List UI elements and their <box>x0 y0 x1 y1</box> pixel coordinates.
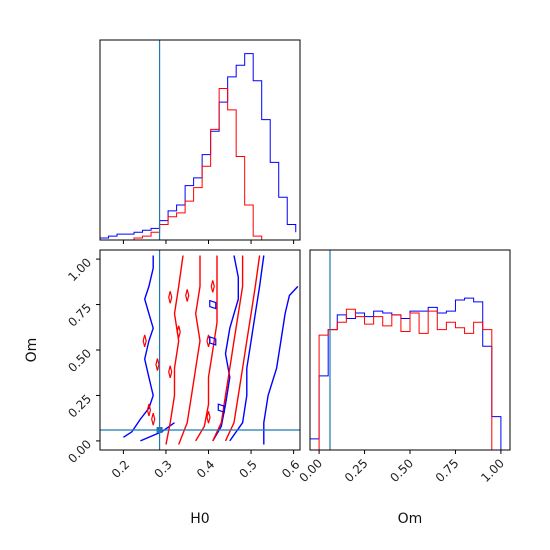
om-histogram-panel: 0.00 0.25 0.50 0.75 1.00 <box>296 249 511 485</box>
h0-om-contour-panel: 0.2 0.3 0.4 0.5 0.60.000.250.500.751.00 <box>65 249 302 481</box>
om-x-tick-label: 0.50 <box>387 456 416 485</box>
om-y-tick-label: 0.50 <box>65 346 94 375</box>
contour-blue-0 <box>123 255 154 438</box>
om-x-tick-label: 1.00 <box>478 456 507 485</box>
h0-tick-label: 0.2 <box>109 457 132 480</box>
h0-hist-red-series <box>100 88 263 240</box>
om-y-tick-label: 1.00 <box>65 255 94 284</box>
h0-tick-label: 0.5 <box>237 457 260 480</box>
contour-blue-3 <box>229 255 265 442</box>
contour-blue-island-1 <box>209 336 217 346</box>
contour-red-island-8 <box>206 411 211 424</box>
h0-hist-blue-series <box>100 53 297 240</box>
om-y-tick-label: 0.25 <box>65 392 94 421</box>
contour-blue-island-2 <box>217 403 225 414</box>
contour-red-island-10 <box>146 403 152 417</box>
om-x-tick-label: 0.25 <box>342 456 371 485</box>
contour-red-island-4 <box>185 289 190 302</box>
truth-marker <box>156 427 163 433</box>
contour-red-0 <box>165 255 184 445</box>
contour-red-island-5 <box>176 325 181 338</box>
contour-red-4 <box>224 255 261 442</box>
contour-blue-2 <box>212 255 239 442</box>
om-y-axis-label: Om <box>24 338 40 363</box>
contour-red-1 <box>178 255 201 445</box>
contour-red-island-9 <box>151 412 156 426</box>
contour-red-island-0 <box>142 334 147 348</box>
contour-blue-4 <box>263 285 299 445</box>
contour-blue-island-0 <box>209 299 217 310</box>
h0-hist-frame <box>99 39 301 241</box>
om-y-tick-label: 0.00 <box>65 437 94 466</box>
om-x-tick-label: 0.00 <box>296 456 325 485</box>
h0-tick-label: 0.4 <box>194 457 217 480</box>
contour-red-island-2 <box>168 365 173 378</box>
contour-red-island-1 <box>155 358 160 371</box>
om-x-axis-label: Om <box>398 511 423 527</box>
axis-labels: H0 Om Om <box>24 338 422 527</box>
contour-red-island-3 <box>168 291 173 304</box>
om-x-tick-label: 0.75 <box>433 456 462 485</box>
om-hist-red-series <box>318 308 501 450</box>
om-hist-blue-series <box>310 297 510 450</box>
h0-histogram-panel <box>99 39 301 244</box>
contour-red-3 <box>212 255 244 442</box>
om-y-tick-label: 0.75 <box>65 301 94 330</box>
h0-tick-label: 0.3 <box>151 457 174 480</box>
contour-red-2 <box>195 255 218 442</box>
om-hist-frame <box>309 249 511 451</box>
h0-axis-label: H0 <box>190 511 209 527</box>
contour-red-island-7 <box>210 280 215 293</box>
